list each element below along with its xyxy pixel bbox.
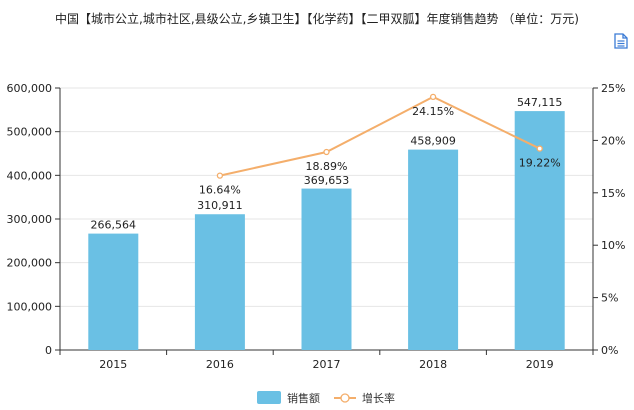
y-right-tick-label: 0% [601, 344, 618, 357]
bar[interactable] [408, 149, 459, 350]
bar[interactable] [88, 233, 139, 350]
growth-point[interactable] [429, 93, 437, 101]
y-left-tick-label: 100,000 [7, 300, 53, 313]
growth-value-label: 24.15% [412, 105, 454, 118]
growth-value-label: 19.22% [519, 157, 561, 170]
bar[interactable] [301, 188, 352, 350]
legend-bar-label: 销售额 [287, 391, 320, 405]
growth-point[interactable] [216, 172, 224, 179]
legend-line-label: 增长率 [362, 391, 395, 405]
y-right-tick-label: 5% [601, 292, 618, 305]
growth-point[interactable] [536, 145, 543, 152]
x-tick-label: 2018 [419, 358, 447, 371]
x-tick-label: 2017 [313, 358, 341, 371]
bar[interactable] [194, 214, 245, 350]
x-tick-label: 2019 [526, 358, 554, 371]
chart-title: 中国【城市公立,城市社区,县级公立,乡镇卫生】【化学药】【二甲双胍】年度销售趋势… [55, 12, 579, 26]
bar-value-label: 266,564 [91, 219, 137, 232]
y-right-tick-label: 10% [601, 239, 625, 252]
x-tick-label: 2015 [99, 358, 127, 371]
document-export-icon[interactable] [614, 33, 628, 49]
x-tick-label: 2016 [206, 358, 234, 371]
legend-bar-swatch[interactable] [257, 391, 281, 404]
bar-value-label: 458,909 [410, 135, 456, 148]
growth-value-label: 18.89% [306, 160, 348, 173]
growth-value-label: 16.64% [199, 184, 241, 197]
y-left-tick-label: 600,000 [7, 82, 53, 95]
y-right-tick-label: 20% [601, 134, 625, 147]
bar-value-label: 310,911 [197, 199, 243, 212]
growth-point[interactable] [323, 148, 330, 156]
bar-value-label: 547,115 [517, 96, 563, 109]
y-left-tick-label: 0 [45, 344, 52, 357]
bar-value-label: 369,653 [304, 174, 350, 187]
y-right-tick-label: 25% [601, 82, 625, 95]
y-right-tick-label: 15% [601, 187, 625, 200]
y-left-tick-label: 500,000 [7, 126, 53, 139]
y-left-tick-label: 400,000 [7, 169, 53, 182]
legend-line-marker [340, 393, 350, 403]
y-left-tick-label: 200,000 [7, 257, 53, 270]
y-left-tick-label: 300,000 [7, 213, 53, 226]
growth-line [219, 95, 541, 177]
